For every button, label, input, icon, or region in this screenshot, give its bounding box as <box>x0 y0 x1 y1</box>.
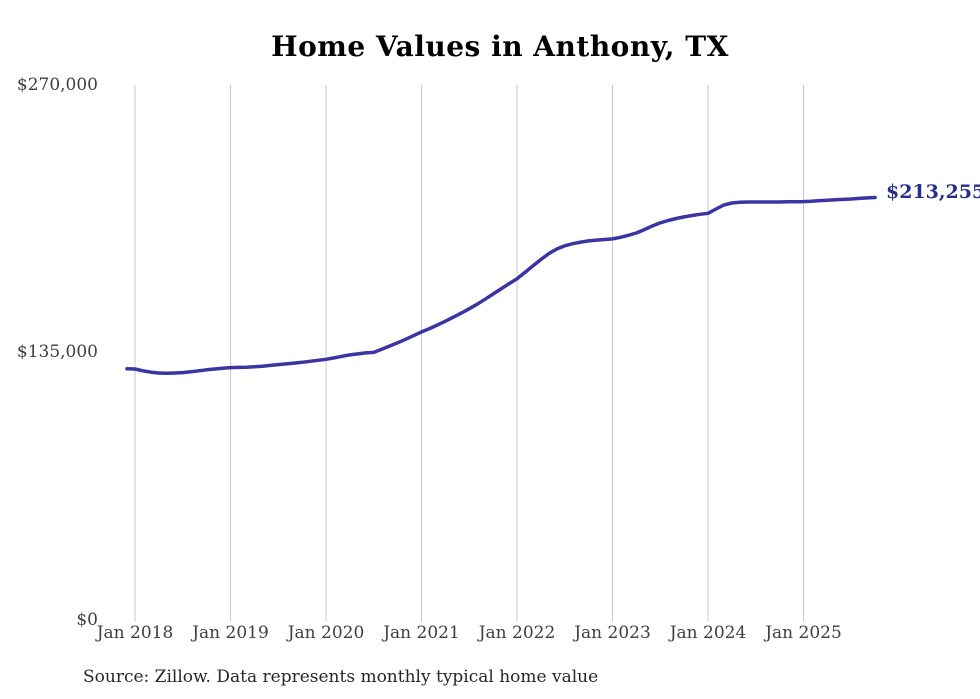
y-axis-tick-label: $270,000 <box>16 75 98 95</box>
x-axis-tick-label: Jan 2021 <box>383 623 460 643</box>
x-axis-tick-label: Jan 2022 <box>478 623 556 643</box>
source-note: Source: Zillow. Data represents monthly … <box>83 667 599 687</box>
series-end-value-label: $213,255 <box>886 181 980 203</box>
chart-title: Home Values in Anthony, TX <box>271 30 729 63</box>
x-axis-tick-label: Jan 2018 <box>96 623 174 643</box>
x-axis-tick-label: Jan 2019 <box>192 623 269 643</box>
x-axis-tick-label: Jan 2025 <box>765 623 842 643</box>
y-axis-tick-label: $0 <box>76 610 98 630</box>
x-axis-tick-label: Jan 2023 <box>574 623 651 643</box>
x-axis-tick-label: Jan 2020 <box>287 623 365 643</box>
x-axis-tick-label: Jan 2024 <box>669 623 747 643</box>
y-axis-tick-label: $135,000 <box>16 342 98 362</box>
home-value-line <box>125 195 877 375</box>
